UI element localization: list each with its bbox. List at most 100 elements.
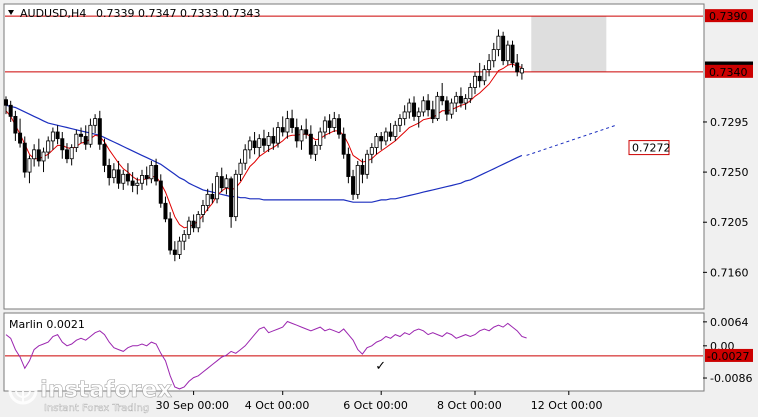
candle — [388, 123, 393, 141]
price-axis[interactable]: 0.72950.72500.72050.71600.73430.73900.73… — [628, 9, 753, 279]
candle — [482, 65, 487, 86]
candle — [74, 129, 79, 153]
candle-body — [135, 182, 140, 186]
candle — [191, 214, 196, 233]
candle-body — [355, 165, 360, 195]
level-label-box-1 — [705, 64, 753, 78]
candle-body — [257, 138, 262, 148]
candle — [416, 107, 421, 128]
candle-body — [74, 133, 79, 148]
candle-body — [13, 115, 18, 134]
candle-body — [327, 120, 332, 128]
candle-body — [463, 98, 468, 104]
candle-body — [322, 120, 327, 133]
candle — [116, 160, 121, 189]
candle — [4, 96, 9, 115]
zone-rect — [531, 16, 607, 72]
candle — [163, 196, 168, 223]
candle-body — [97, 118, 102, 145]
oscillator-title: Marlin 0.0021 — [9, 318, 85, 331]
candle — [261, 129, 266, 153]
candle-body — [79, 133, 84, 137]
candle-body — [172, 249, 177, 255]
candle-body — [88, 124, 93, 145]
chart-header-ohlc: 0.7339 0.7347 0.7333 0.7343 — [96, 7, 260, 20]
candle — [515, 54, 520, 77]
candle — [36, 138, 41, 167]
candle-body — [308, 133, 313, 155]
candle-body — [351, 176, 356, 195]
oscillator-level-box — [705, 348, 753, 362]
candle-body — [374, 136, 379, 148]
triangle-down-icon[interactable] — [8, 10, 14, 15]
candle-body — [491, 49, 496, 62]
candle-body — [440, 95, 445, 102]
candle — [55, 125, 60, 145]
candle — [215, 172, 220, 204]
candle — [501, 31, 506, 66]
candle — [186, 216, 191, 239]
time-tick-label: 12 Oct 00:00 — [531, 399, 603, 412]
candle — [365, 149, 370, 179]
candle — [238, 158, 243, 182]
candle-body — [205, 193, 210, 206]
candle — [69, 144, 74, 166]
candle — [426, 94, 431, 117]
candle — [332, 111, 337, 132]
candle — [444, 96, 449, 121]
candle — [205, 188, 210, 212]
candle — [168, 212, 173, 255]
candle-body — [510, 44, 515, 64]
candle-body — [468, 87, 473, 99]
candle — [374, 133, 379, 155]
candle — [130, 172, 135, 193]
candle — [313, 140, 318, 161]
oscillator-panel[interactable] — [3, 312, 705, 392]
candle — [276, 121, 281, 148]
candle-body — [519, 68, 524, 74]
candle-body — [27, 158, 32, 173]
candle — [46, 136, 51, 159]
candle-body — [487, 60, 492, 71]
oscillator-level-label: -0.0027 — [707, 350, 749, 363]
time-tick-label: 30 Sep 00:00 — [156, 399, 229, 412]
horizontal-levels[interactable] — [5, 15, 703, 73]
candle — [243, 144, 248, 170]
price-tick-label: 0.7295 — [710, 116, 749, 129]
candle-body — [247, 140, 252, 151]
price-tick-label: 0.7205 — [710, 216, 749, 229]
candle — [435, 91, 440, 121]
candle — [140, 169, 145, 190]
candle — [229, 176, 234, 228]
candle-body — [299, 129, 304, 142]
candle-body — [46, 140, 51, 153]
brand-name: instaforex — [40, 377, 172, 403]
candle-body — [397, 118, 402, 126]
candle-body — [318, 131, 323, 146]
candle-body — [177, 240, 182, 255]
candle-body — [22, 142, 27, 173]
candle-body — [238, 162, 243, 175]
candle-body — [515, 62, 520, 73]
candle — [355, 160, 360, 199]
candle — [64, 143, 69, 164]
candle-body — [121, 173, 126, 184]
time-axis[interactable]: 30 Sep 00:00 4 Oct 00:00 6 Oct 00:00 8 Oct … — [156, 391, 603, 412]
time-tick-label: 8 Oct 00:00 — [437, 399, 502, 412]
candle-body — [449, 102, 454, 115]
candle-body — [477, 75, 482, 82]
candle-body — [210, 193, 215, 200]
candle — [477, 62, 482, 88]
candle — [346, 147, 351, 184]
candle-body — [83, 136, 88, 145]
candle — [505, 40, 510, 66]
candle-body — [233, 173, 238, 218]
candle-body — [416, 111, 421, 117]
candle-body — [32, 149, 37, 160]
candle — [125, 163, 130, 186]
candle — [463, 94, 468, 110]
candle-body — [365, 153, 370, 175]
candle-body — [369, 147, 374, 155]
